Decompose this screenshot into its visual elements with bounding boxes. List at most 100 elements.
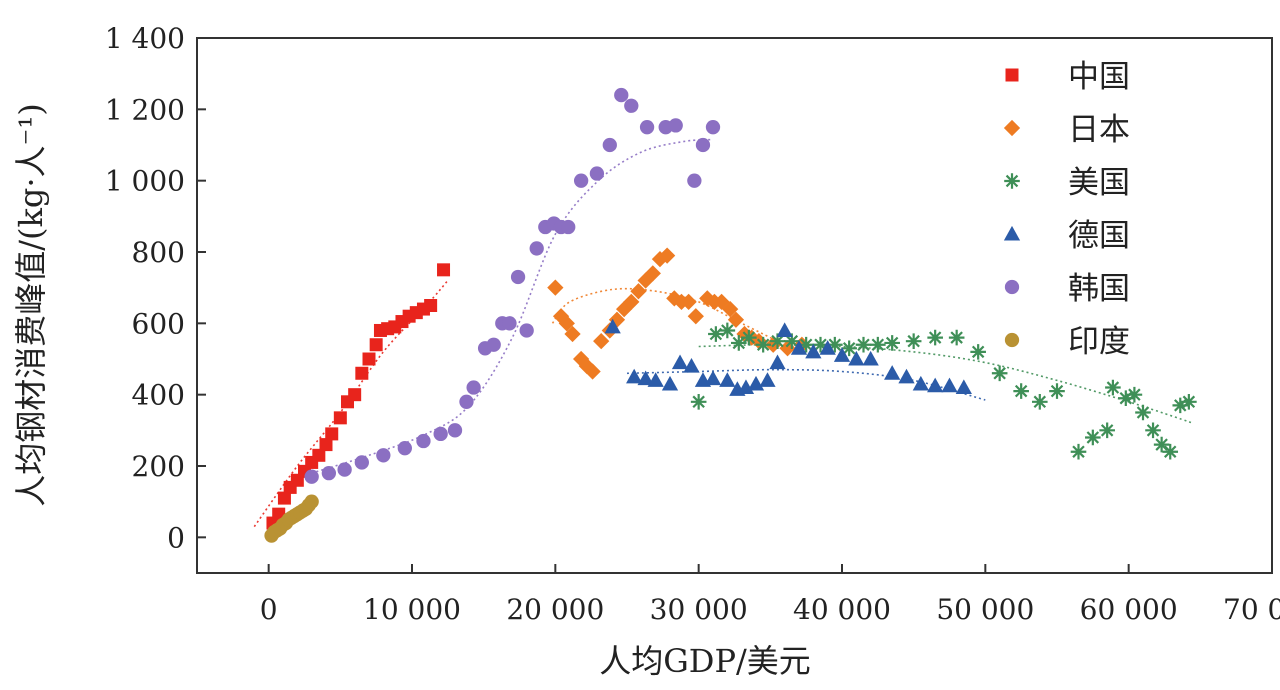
- data-point: [644, 265, 661, 282]
- data-point: [584, 363, 601, 380]
- data-point: [639, 120, 655, 135]
- data-point: [337, 462, 352, 477]
- data-point: [927, 377, 944, 393]
- data-point: [1032, 394, 1048, 410]
- data-point: [486, 337, 501, 352]
- trend-line: [311, 138, 714, 474]
- y-tick-label: 0: [167, 521, 185, 554]
- data-point: [623, 293, 640, 311]
- data-point: [624, 98, 639, 113]
- data-point: [459, 394, 474, 409]
- data-point: [348, 388, 362, 402]
- data-point: [354, 455, 369, 470]
- data-point: [841, 340, 857, 357]
- data-point: [776, 322, 793, 337]
- data-point: [355, 366, 369, 380]
- legend-marker: [1003, 119, 1021, 137]
- data-point: [848, 350, 865, 366]
- data-point: [695, 137, 711, 153]
- y-tick-label: 1 200: [105, 93, 185, 126]
- x-tick-label: 30 000: [650, 593, 748, 626]
- data-point: [948, 329, 965, 346]
- data-point: [870, 336, 886, 353]
- data-point: [790, 340, 808, 355]
- x-axis-title: 人均GDP/美元: [599, 642, 811, 680]
- data-point: [519, 323, 534, 338]
- data-point: [447, 423, 463, 438]
- data-point: [433, 426, 448, 442]
- data-point: [1153, 436, 1170, 453]
- trend-line: [551, 287, 800, 353]
- data-point: [547, 279, 564, 296]
- data-point: [1162, 443, 1179, 460]
- data-point: [912, 375, 929, 391]
- data-point: [529, 241, 544, 256]
- data-point: [719, 372, 736, 387]
- data-point: [704, 370, 722, 386]
- data-point: [769, 333, 786, 349]
- data-point: [884, 335, 900, 351]
- data-point: [647, 372, 664, 387]
- data-point: [558, 315, 575, 332]
- data-point: [604, 318, 621, 334]
- x-tick-label: 60 000: [1080, 593, 1178, 626]
- y-tick-label: 800: [132, 236, 185, 269]
- data-point: [727, 311, 745, 328]
- data-point: [769, 354, 786, 370]
- y-axis-title: 人均钢材消费峰值/(kg·人⁻¹): [12, 103, 50, 507]
- y-tick-label: 1 000: [105, 165, 185, 198]
- data-point: [1135, 404, 1151, 421]
- data-point: [927, 329, 943, 346]
- data-point: [304, 469, 319, 484]
- x-axis: 0 10 000 20 000 30 000 40 000 50 000 60 000 70 …: [260, 564, 1280, 626]
- data-point: [424, 299, 438, 312]
- data-point: [502, 316, 517, 331]
- y-tick-label: 1 400: [105, 22, 185, 55]
- data-point: [369, 338, 383, 352]
- y-tick-label: 600: [132, 307, 185, 340]
- data-point: [941, 377, 958, 393]
- data-point: [759, 372, 776, 387]
- data-point: [602, 137, 617, 153]
- data-point: [1118, 390, 1134, 407]
- y-tick-label: 400: [132, 379, 185, 412]
- data-point: [1049, 383, 1065, 399]
- data-point: [668, 118, 683, 133]
- data-point: [819, 340, 836, 355]
- y-tick-label: 200: [132, 450, 185, 483]
- data-point: [589, 166, 605, 181]
- data-point: [510, 269, 526, 285]
- data-point: [333, 411, 347, 425]
- data-point: [705, 120, 721, 135]
- data-point: [855, 336, 872, 353]
- legend-marker: [1004, 279, 1020, 295]
- x-tick-label: 70 000: [1223, 593, 1280, 626]
- data-point: [731, 335, 747, 351]
- data-point: [798, 336, 814, 353]
- data-point: [905, 333, 922, 349]
- data-point: [362, 352, 376, 366]
- legend-label: 美国: [1068, 165, 1130, 201]
- x-tick-label: 10 000: [363, 593, 461, 626]
- data-point: [573, 173, 589, 188]
- data-point: [466, 380, 481, 395]
- x-tick-label: 0: [260, 593, 278, 626]
- data-point: [680, 293, 697, 311]
- data-point: [1105, 379, 1121, 396]
- data-points: [264, 87, 1197, 543]
- data-point: [898, 368, 915, 384]
- data-point: [637, 370, 654, 386]
- data-point: [755, 336, 771, 353]
- data-point: [687, 308, 704, 325]
- legend-marker: [1003, 225, 1021, 241]
- data-point: [661, 375, 679, 391]
- data-point: [593, 333, 610, 350]
- data-point: [564, 325, 581, 343]
- data-point: [1085, 429, 1101, 446]
- data-point: [687, 173, 702, 188]
- data-point: [991, 365, 1008, 382]
- data-point: [397, 441, 412, 456]
- data-point: [304, 494, 319, 509]
- data-point: [437, 263, 451, 277]
- data-point: [626, 368, 643, 384]
